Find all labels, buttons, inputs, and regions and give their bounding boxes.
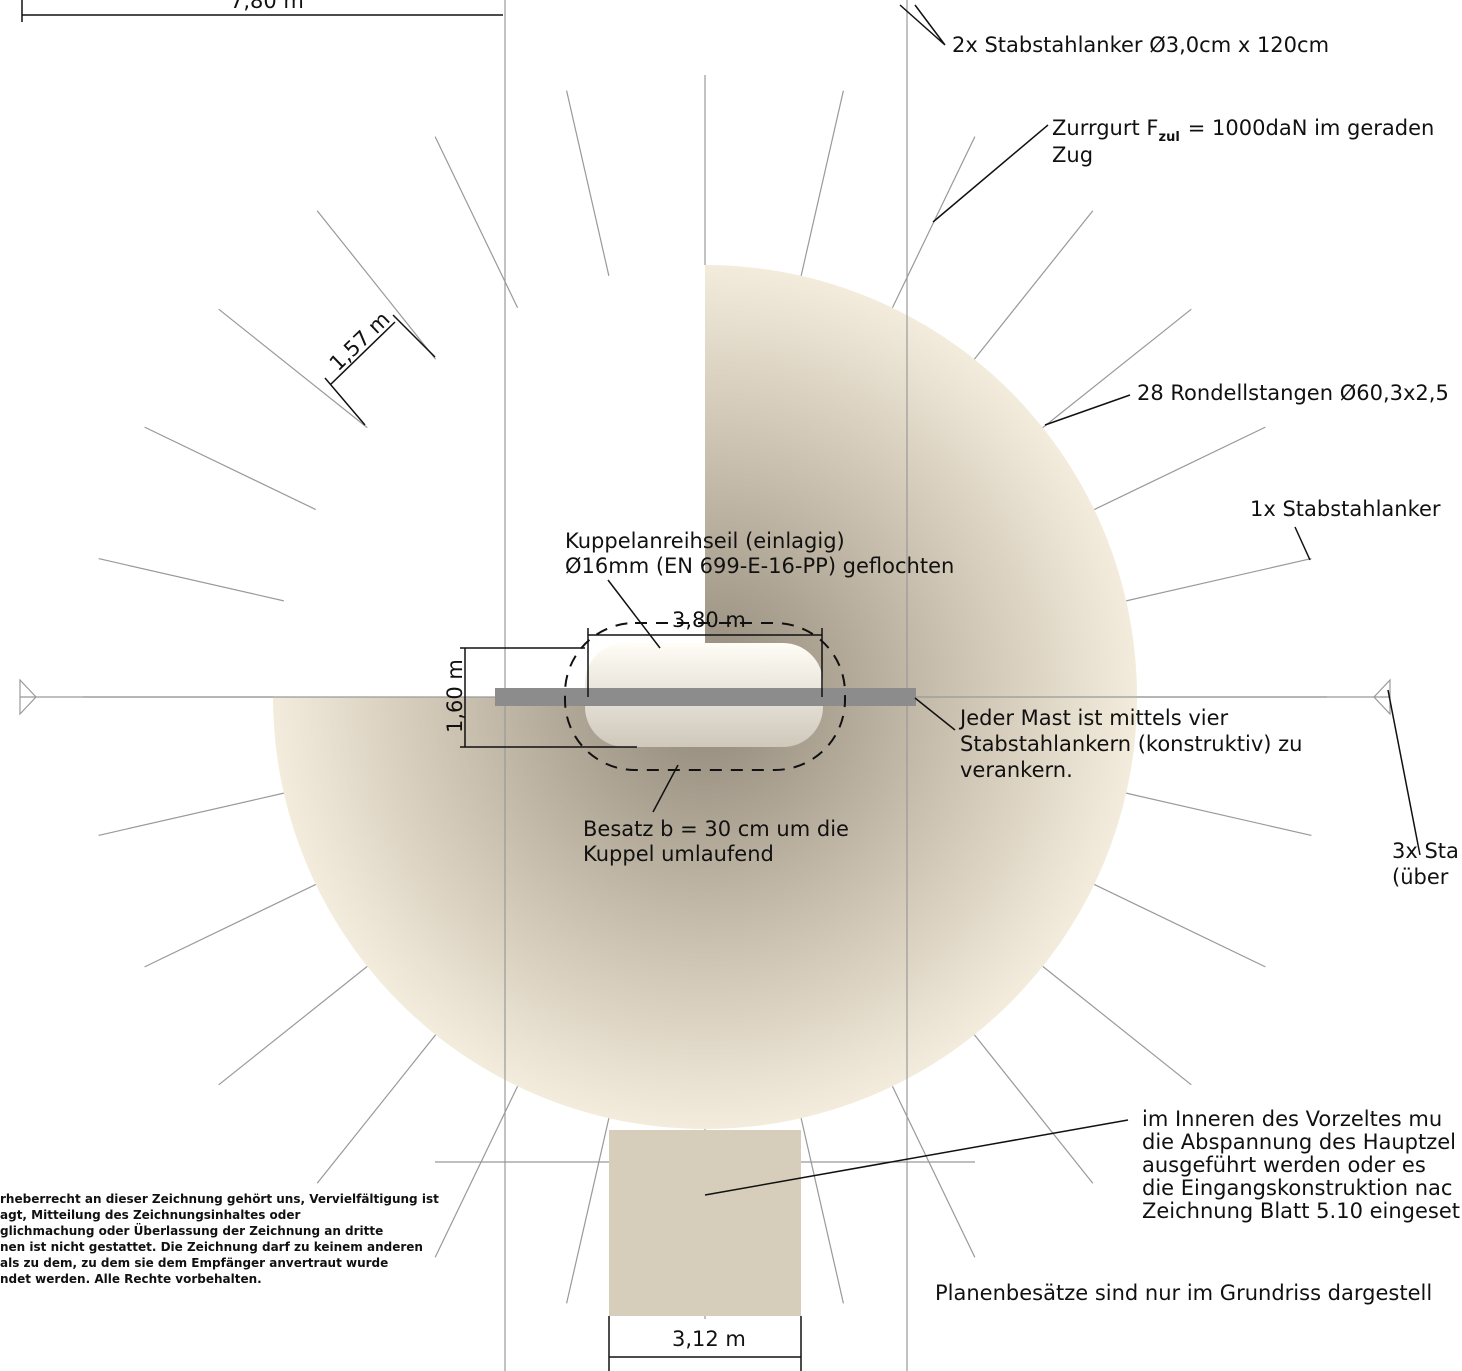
rod (1126, 559, 1311, 601)
copyright-text: rheberrecht an dieser Zeichnung gehört u… (0, 1192, 439, 1206)
annotation: Zurrgurt Fzul = 1000daN im geraden (1052, 116, 1434, 145)
rod (145, 427, 316, 509)
annotation: Kuppelanreihseil (einlagig) (565, 529, 845, 553)
annotation: 1x Stabstahlanker (1250, 497, 1441, 521)
dimension: 3,12 m (672, 1327, 746, 1351)
annotation: Ø16mm (EN 699-E-16-PP) geflochten (565, 554, 954, 578)
annotation: die Eingangskonstruktion nac (1142, 1176, 1452, 1200)
copyright-text: agt, Mitteilung des Zeichnungsinhaltes o… (0, 1208, 301, 1222)
dimension: 7,80 m (230, 0, 304, 13)
annotation-text: = 1000daN im geraden (1188, 116, 1435, 140)
annotation: Stabstahlankern (konstruktiv) zu (960, 732, 1302, 756)
entrance (609, 1130, 801, 1316)
annotation: im Inneren des Vorzeltes mu (1142, 1107, 1442, 1131)
annotation: 3x Sta (1392, 839, 1459, 863)
rod (1126, 793, 1311, 835)
rod (974, 1035, 1092, 1184)
rod (567, 1118, 609, 1303)
rod (317, 1035, 435, 1184)
rod (1094, 884, 1265, 966)
annotation: (über (1392, 865, 1449, 889)
annotation: Jeder Mast ist mittels vier (958, 706, 1229, 730)
copyright-text: nen ist nicht gestattet. Die Zeichnung d… (0, 1240, 423, 1254)
rod (99, 793, 284, 835)
rod (1094, 427, 1265, 509)
annotation: verankern. (960, 758, 1073, 782)
annotation-text: Zurrgurt F (1052, 116, 1159, 140)
rod (567, 91, 609, 276)
annotation: die Abspannung des Hauptzel (1142, 1130, 1456, 1154)
rod (99, 559, 284, 601)
dimension: 1,60 m (443, 659, 467, 733)
copyright-text: glichmachung oder Überlassung der Zeichn… (0, 1223, 383, 1238)
dimension: 3,80 m (672, 608, 746, 632)
rod (974, 211, 1092, 360)
annotation: Besatz b = 30 cm um die (583, 817, 849, 841)
annotation: 2x Stabstahlanker Ø3,0cm x 120cm (952, 33, 1329, 57)
annotation: Zug (1052, 143, 1093, 167)
rod (801, 91, 843, 276)
mast (495, 688, 916, 706)
rod (801, 1118, 843, 1303)
annotation: Kuppel umlaufend (583, 842, 774, 866)
copyright-text: als zu dem, zu dem sie dem Empfänger anv… (0, 1256, 388, 1270)
rod (219, 966, 368, 1084)
annotation: Planenbesätze sind nur im Grundriss darg… (935, 1281, 1432, 1305)
rod (1043, 966, 1192, 1084)
rod (145, 884, 316, 966)
annotation: 28 Rondellstangen Ø60,3x2,5 (1137, 381, 1449, 405)
annotation: Zeichnung Blatt 5.10 eingeset (1142, 1199, 1460, 1223)
drawing: 7,80 m 2x Stabstahlanker Ø3,0cm x 120cm … (0, 0, 1462, 1371)
annotation: ausgeführt werden oder es (1142, 1153, 1426, 1177)
copyright-text: ndet werden. Alle Rechte vorbehalten. (0, 1272, 262, 1286)
rod (1043, 309, 1192, 427)
dimension: 1,57 m (325, 307, 395, 376)
rod (892, 1086, 974, 1257)
subscript: zul (1159, 130, 1180, 145)
